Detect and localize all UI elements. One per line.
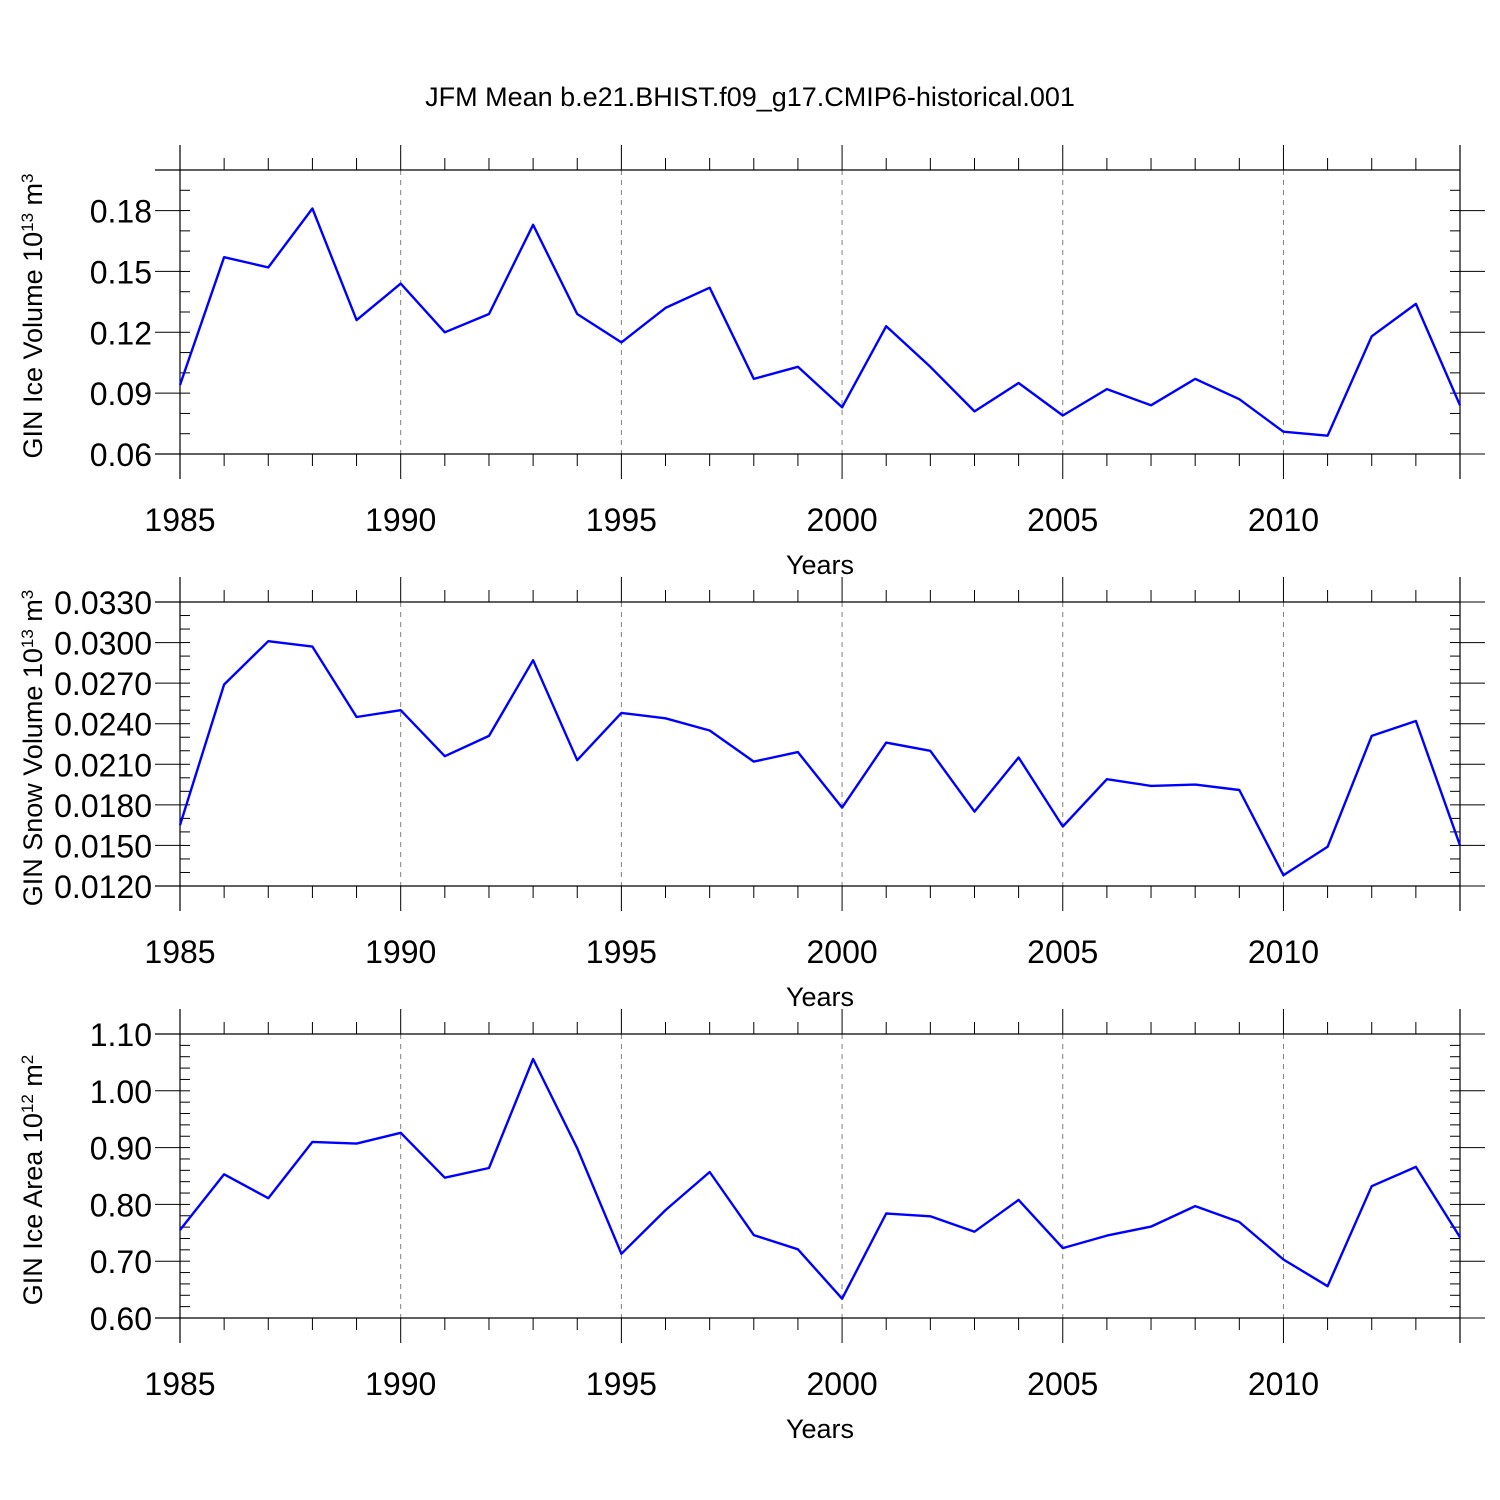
x-tick-label: 1990 xyxy=(365,502,436,538)
y-axis-title: GIN Ice Volume 1013 m3 xyxy=(18,173,48,458)
x-tick-label: 1995 xyxy=(586,502,657,538)
y-tick-label: 0.15 xyxy=(90,254,152,290)
x-axis-title: Years xyxy=(786,982,854,1012)
y-tick-label: 0.0330 xyxy=(54,585,152,621)
y-tick-label: 1.10 xyxy=(90,1017,152,1053)
y-tick-label: 0.0210 xyxy=(54,747,152,783)
series-line-3 xyxy=(179,1057,1462,1300)
y-axis-title-unit-exponent: 3 xyxy=(18,173,37,182)
y-axis-title-exponent: 13 xyxy=(18,213,37,232)
y-axis-title-unit-exponent: 2 xyxy=(18,1055,37,1064)
panel-2: 1985 1990 1995 2000 2005 2010 0.0120 0.0150 0.01… xyxy=(18,577,1485,1012)
y-tick-label: 0.70 xyxy=(90,1244,152,1280)
panels: 1985 1990 1995 2000 2005 2010 0.06 0.09 0.12 0.15… xyxy=(18,145,1485,1444)
x-tick-label: 1985 xyxy=(144,1366,215,1402)
x-axis-title: Years xyxy=(786,550,854,580)
panel-1: 1985 1990 1995 2000 2005 2010 0.06 0.09 0.12 0.15… xyxy=(18,145,1485,580)
y-tick-label: 0.12 xyxy=(90,315,152,351)
y-tick-label: 0.18 xyxy=(90,194,152,230)
y-axis-title: GIN Ice Area 1012 m2 xyxy=(18,1055,48,1306)
x-tick-label: 2010 xyxy=(1248,502,1319,538)
y-axis-title-exponent: 12 xyxy=(18,1094,37,1113)
x-tick-label: 1990 xyxy=(365,1366,436,1402)
y-tick-label: 0.0300 xyxy=(54,626,152,662)
x-tick-label: 2000 xyxy=(806,934,877,970)
y-axis-title-unit: m xyxy=(18,1064,48,1094)
y-tick-label: 0.90 xyxy=(90,1131,152,1167)
y-axis-title: GIN Snow Volume 1013 m3 xyxy=(18,590,48,907)
y-tick-label: 0.0180 xyxy=(54,788,152,824)
y-axis-title-exponent: 13 xyxy=(18,629,37,648)
y-axis-title-unit-exponent: 3 xyxy=(18,590,37,599)
x-tick-label: 2005 xyxy=(1027,502,1098,538)
x-tick-label: 1990 xyxy=(365,934,436,970)
y-axis-title-text: GIN Ice Volume 10 xyxy=(18,232,48,459)
series-line-1 xyxy=(178,207,1462,437)
x-tick-label: 2000 xyxy=(806,1366,877,1402)
y-axis-title-unit: m xyxy=(18,599,48,629)
y-tick-label: 0.0270 xyxy=(54,666,152,702)
x-tick-label: 2000 xyxy=(806,502,877,538)
figure-title: JFM Mean b.e21.BHIST.f09_g17.CMIP6-histo… xyxy=(425,82,1075,112)
y-tick-label: 0.06 xyxy=(90,437,152,473)
y-tick-label: 1.00 xyxy=(90,1074,152,1110)
y-tick-label: 0.09 xyxy=(90,376,152,412)
y-axis-title-text: GIN Ice Area 10 xyxy=(18,1113,48,1305)
x-tick-label: 1995 xyxy=(586,934,657,970)
y-axis-title-unit: m xyxy=(18,183,48,213)
x-tick-label: 1995 xyxy=(586,1366,657,1402)
x-tick-label: 2010 xyxy=(1248,934,1319,970)
y-tick-label: 0.60 xyxy=(90,1301,152,1337)
series-line-2 xyxy=(178,640,1462,877)
y-tick-label: 0.0240 xyxy=(54,707,152,743)
panel-3: 1985 1990 1995 2000 2005 2010 0.60 0.70 0.80 0.90… xyxy=(18,1009,1485,1444)
x-tick-label: 1985 xyxy=(144,502,215,538)
y-tick-label: 0.0150 xyxy=(54,828,152,864)
x-tick-label: 1985 xyxy=(144,934,215,970)
x-axis-title: Years xyxy=(786,1414,854,1444)
x-tick-label: 2005 xyxy=(1027,1366,1098,1402)
x-tick-label: 2010 xyxy=(1248,1366,1319,1402)
y-tick-label: 0.0120 xyxy=(54,869,152,905)
x-tick-label: 2005 xyxy=(1027,934,1098,970)
y-axis-title-text: GIN Snow Volume 10 xyxy=(18,648,48,906)
y-tick-label: 0.80 xyxy=(90,1187,152,1223)
